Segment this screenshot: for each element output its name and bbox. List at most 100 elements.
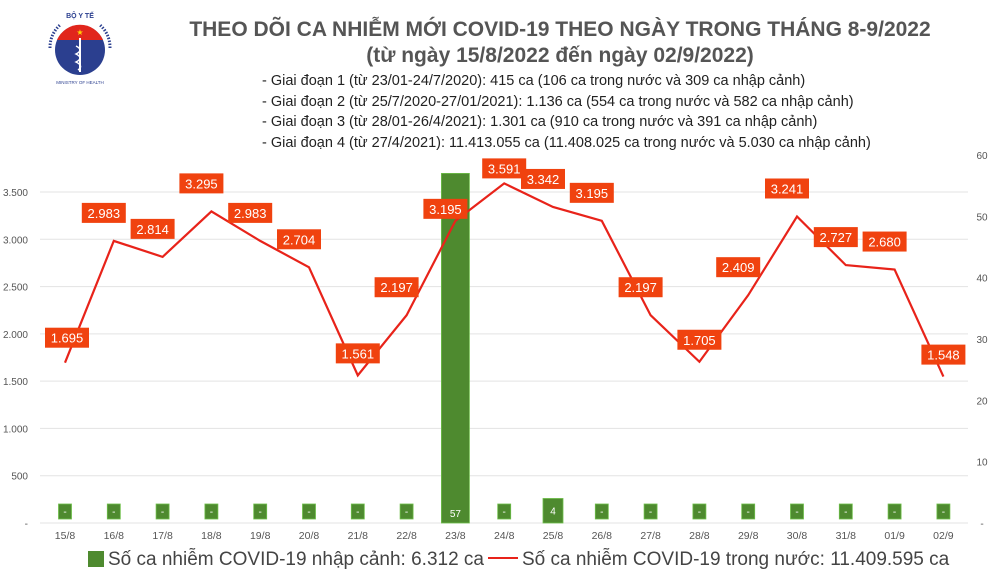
data-label: 2.983	[234, 206, 267, 221]
data-label: 2.727	[820, 230, 853, 245]
x-tick-label: 15/8	[55, 530, 76, 542]
x-tick-label: 17/8	[152, 530, 173, 542]
line-series	[63, 182, 945, 378]
data-label: 1.548	[927, 348, 960, 363]
legend-bar-label: Số ca nhiễm COVID-19 nhập cảnh: 6.312 ca	[108, 549, 485, 570]
left-tick-label: 2.500	[3, 283, 28, 294]
data-label: 2.680	[868, 235, 901, 250]
right-tick-label: 10	[976, 458, 988, 469]
bar-23/8	[440, 172, 470, 524]
bar-label: -	[503, 507, 506, 518]
bar-26/8	[594, 503, 609, 520]
bar-label: -	[600, 507, 603, 518]
data-label-box-24/8	[482, 158, 527, 179]
bar-label: -	[356, 507, 359, 518]
x-tick-label: 25/8	[543, 530, 564, 542]
data-label-box-25/8	[521, 168, 565, 189]
bar-16/8	[106, 503, 121, 520]
data-label: 2.704	[283, 232, 316, 247]
data-label-box-31/8	[813, 227, 858, 248]
note-stage-4: - Giai đoạn 4 (từ 27/4/2021): 11.413.055…	[262, 134, 871, 151]
chart-subtitle: (từ ngày 15/8/2022 đến ngày 02/9/2022)	[366, 44, 754, 67]
x-tick-label: 30/8	[787, 530, 808, 542]
logo-bottom-text: MINISTRY OF HEALTH	[56, 80, 104, 85]
bar-label: -	[698, 507, 701, 518]
bar-15/8	[58, 503, 72, 520]
data-label-box-27/8	[618, 277, 663, 298]
bar-18/8	[204, 503, 219, 520]
bar-01/9	[887, 503, 902, 520]
data-label: 2.983	[88, 206, 121, 221]
x-tick-label: 16/8	[104, 530, 125, 542]
x-tick-label: 26/8	[592, 530, 613, 542]
bar-label: -	[893, 507, 896, 518]
left-tick-label: 2.000	[3, 330, 28, 341]
left-tick-label: 3.000	[3, 235, 28, 246]
left-tick-label: -	[25, 519, 28, 530]
bar-label: -	[112, 507, 115, 518]
data-label-box-20/8	[277, 229, 321, 250]
legend-bar: Số ca nhiễm COVID-19 nhập cảnh: 6.312 ca	[88, 549, 484, 571]
bar-label: 57	[450, 509, 462, 520]
bar-label: -	[405, 507, 408, 518]
note-stage-2: - Giai đoạn 2 (từ 25/7/2020-27/01/2021):…	[262, 93, 854, 110]
x-tick-label: 28/8	[689, 530, 710, 542]
legend-line: Số ca nhiễm COVID-19 trong nước: 11.409.…	[488, 549, 949, 571]
note-stage-1: - Giai đoạn 1 (từ 23/01-24/7/2020): 415 …	[262, 73, 806, 89]
notes: - Giai đoạn 1 (từ 23/01-24/7/2020): 415 …	[262, 71, 871, 153]
data-label: 1.561	[342, 346, 375, 361]
data-label-box-26/8	[569, 182, 614, 203]
bar-17/8	[155, 503, 170, 520]
data-label-box-22/8	[374, 277, 419, 298]
data-label-box-16/8	[81, 202, 126, 223]
data-label-box-28/8	[677, 329, 722, 350]
bar-label: -	[259, 507, 262, 518]
data-label-box-30/8	[765, 178, 809, 199]
bar-label: -	[747, 507, 750, 518]
data-label: 3.241	[771, 181, 804, 196]
left-tick-label: 1.000	[3, 424, 28, 435]
data-label: 1.705	[683, 333, 716, 348]
right-tick-label: 30	[976, 335, 988, 346]
bar-25/8	[542, 498, 564, 524]
data-label: 2.197	[624, 280, 657, 295]
legend-bar-swatch	[88, 551, 104, 567]
right-tick-label: 50	[976, 212, 988, 223]
note-stage-3: - Giai đoạn 3 (từ 28/01-26/4/2021): 1.30…	[262, 114, 818, 130]
bar-label: -	[942, 507, 945, 518]
right-tick-label: 40	[976, 274, 988, 285]
bar-31/8	[838, 503, 853, 520]
data-label: 2.814	[136, 222, 169, 237]
data-label-box-01/9	[862, 231, 907, 252]
x-tick-label: 24/8	[494, 530, 515, 542]
legend-line-swatch	[488, 557, 518, 559]
x-tick-label: 21/8	[348, 530, 369, 542]
data-label-box-18/8	[179, 173, 224, 194]
x-tick-label: 18/8	[201, 530, 222, 542]
x-tick-label: 20/8	[299, 530, 320, 542]
data-label-box-02/9	[921, 344, 966, 365]
data-label: 3.342	[527, 172, 560, 187]
data-label-box-21/8	[335, 343, 380, 364]
bar-29/8	[741, 503, 756, 520]
bar-20/8	[302, 503, 316, 520]
bar-label: -	[649, 507, 652, 518]
x-tick-label: 29/8	[738, 530, 759, 542]
bar-label: -	[63, 507, 66, 518]
bar-22/8	[399, 503, 414, 520]
bar-label: -	[161, 507, 164, 518]
bar-label: 4	[550, 507, 556, 518]
x-tick-label: 02/9	[933, 530, 954, 542]
x-tick-label: 31/8	[836, 530, 857, 542]
left-tick-label: 1.500	[3, 377, 28, 388]
bar-28/8	[692, 503, 707, 520]
x-tick-label: 27/8	[640, 530, 661, 542]
right-tick-label: 20	[976, 396, 988, 407]
ministry-logo: ★ BỘ Y TẾ MINISTRY OF HEALTH	[48, 10, 112, 85]
bar-label: -	[844, 507, 847, 518]
logo-top-text: BỘ Y TẾ	[66, 10, 94, 20]
x-tick-label: 22/8	[396, 530, 417, 542]
bar-02/9	[936, 503, 951, 520]
data-label-box-29/8	[716, 257, 761, 278]
